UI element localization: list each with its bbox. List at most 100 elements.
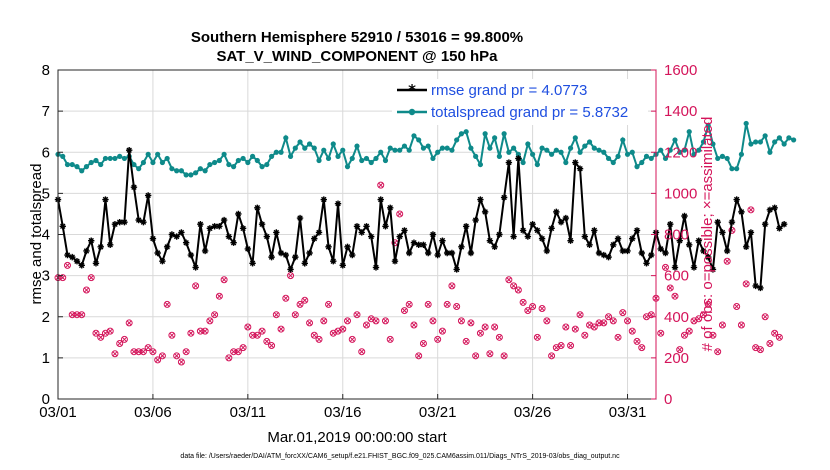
totalspread-point — [335, 153, 341, 159]
obs-possible-point — [676, 346, 684, 354]
rmse-point — [410, 239, 418, 246]
x-axis-ticks: 03/01 03/06 03/11 03/16 03/21 03/26 03/31 — [39, 394, 646, 421]
totalspread-point — [425, 143, 431, 149]
obs-assimilated-point — [69, 312, 75, 318]
obs-assimilated-point — [425, 301, 431, 307]
obs-possible-point — [500, 352, 508, 360]
obs-possible-point — [590, 323, 598, 331]
totalspread-point — [382, 157, 389, 164]
totalspread-point — [506, 149, 512, 155]
rmse-point — [648, 251, 655, 259]
obs-possible-point — [491, 323, 499, 331]
totalspread-point — [563, 159, 569, 166]
rmse-point — [553, 208, 560, 216]
totalspread-point — [738, 151, 745, 157]
obs-assimilated-point — [88, 275, 94, 281]
totalspread-point — [202, 168, 208, 174]
obs-assimilated-point — [496, 334, 502, 340]
rmse-point — [358, 229, 365, 236]
obs-possible-point — [400, 307, 408, 315]
obs-assimilated-point — [444, 301, 450, 307]
obs-assimilated-point — [596, 320, 602, 326]
obs-assimilated-point — [397, 211, 403, 217]
obs-assimilated-point — [677, 347, 683, 353]
obs-assimilated-point — [126, 320, 132, 326]
obs-assimilated-point — [525, 308, 531, 314]
obs-possible-point — [97, 333, 105, 341]
obs-assimilated-point — [344, 318, 351, 324]
rmse-point — [88, 237, 95, 244]
data-file-footnote: data file: /Users/raeder/DAI/ATM_forcXX/… — [180, 453, 620, 460]
totalspread-point — [558, 149, 564, 155]
totalspread-point — [772, 139, 778, 145]
obs-assimilated-point — [340, 326, 346, 332]
obs-possible-point — [514, 286, 522, 294]
x-tick-label: 03/11 — [230, 404, 266, 421]
obs-assimilated-point — [387, 336, 393, 342]
rmse-point — [439, 237, 446, 244]
obs-possible-point — [609, 317, 617, 325]
obs-assimilated-point — [245, 324, 251, 330]
rmse-point — [742, 243, 750, 251]
right-axis-label: # of obs: o=possible; ×=assimilated — [699, 117, 716, 352]
obs-possible-point — [225, 354, 233, 362]
obs-assimilated-point — [212, 312, 218, 318]
totalspread-point — [520, 159, 526, 166]
totalspread-point — [69, 161, 75, 168]
obs-possible-point — [386, 335, 394, 343]
obs-possible-point — [201, 327, 209, 335]
obs-assimilated-point — [112, 351, 118, 357]
rmse-point — [633, 227, 641, 234]
totalspread-point — [349, 155, 355, 162]
totalspread-point — [306, 141, 313, 147]
obs-possible-point — [177, 358, 185, 366]
rmse-point — [424, 249, 432, 257]
obs-assimilated-point — [667, 285, 673, 291]
obs-assimilated-point — [572, 326, 578, 332]
x-tick-label: 03/06 — [134, 404, 172, 421]
obs-possible-point — [130, 348, 138, 356]
totalspread-point — [767, 149, 773, 155]
totalspread-point — [586, 139, 593, 145]
obs-assimilated-point — [93, 330, 99, 336]
obs-possible-point — [82, 286, 90, 294]
rmse-point — [125, 146, 133, 154]
totalspread-point — [743, 120, 749, 127]
obs-assimilated-point — [250, 332, 256, 338]
obs-assimilated-point — [302, 297, 308, 303]
totalspread-point — [724, 155, 730, 162]
totalspread-point — [710, 141, 716, 147]
totalspread-point — [615, 153, 621, 159]
rmse-point — [330, 258, 337, 265]
obs-assimilated-point — [748, 207, 754, 213]
rmse-point — [287, 266, 294, 273]
rmse-point — [396, 233, 403, 240]
totalspread-point — [648, 155, 654, 162]
totalspread-point — [363, 155, 370, 162]
totalspread-point — [719, 153, 726, 159]
y-right-tick-label: 400 — [664, 309, 689, 326]
obs-possible-point — [723, 257, 731, 265]
legend: * rmse grand pr = 4.0773 totalspread gra… — [392, 79, 648, 125]
obs-assimilated-point — [705, 301, 711, 307]
obs-possible-point — [187, 329, 195, 337]
obs-possible-point — [87, 274, 95, 282]
obs-possible-point — [348, 335, 356, 343]
obs-possible-point — [353, 311, 361, 319]
rmse-point — [776, 225, 783, 232]
rmse-point — [619, 247, 626, 255]
totalspread-point — [696, 147, 702, 153]
obs-assimilated-point — [226, 355, 232, 361]
rmse-point — [144, 192, 152, 199]
totalspread-point — [757, 139, 764, 145]
totalspread-point — [496, 153, 502, 159]
rmse-point — [69, 253, 76, 261]
rmse-point — [292, 253, 299, 261]
obs-assimilated-point — [738, 322, 744, 328]
totalspread-point — [140, 159, 147, 166]
obs-possible-point — [116, 339, 124, 347]
y-right-tick-label: 1000 — [664, 185, 697, 202]
obs-assimilated-point — [601, 320, 607, 326]
totalspread-point — [629, 149, 635, 155]
totalspread-point — [311, 145, 317, 151]
